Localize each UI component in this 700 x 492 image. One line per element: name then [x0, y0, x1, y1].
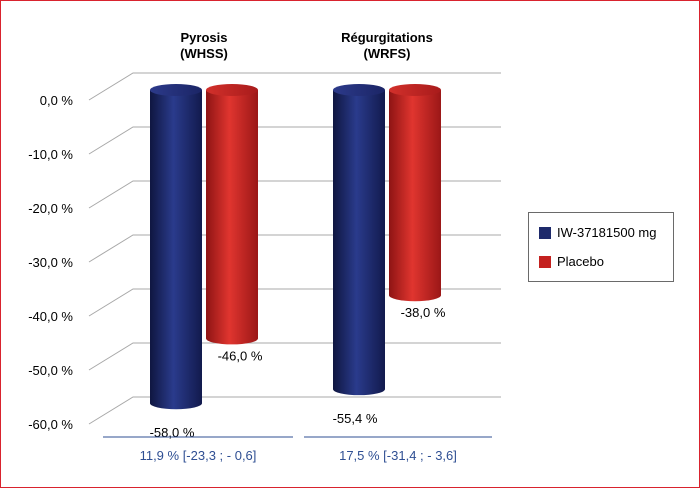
bar-value-label: -58,0 % [150, 425, 195, 440]
bar-value-label: -55,4 % [333, 411, 378, 426]
bar-top [150, 84, 202, 96]
legend-item-iw: IW-37181500 mg [539, 225, 657, 240]
bar-placebo [206, 84, 258, 345]
bar-iw [333, 84, 385, 396]
y-tick-label: 0,0 % [40, 93, 74, 108]
bar-top [206, 84, 258, 96]
legend-label-iw: IW-37181500 mg [557, 225, 657, 240]
bar-body [389, 90, 441, 302]
legend-swatch-placebo [539, 255, 551, 268]
bar-value-label: -38,0 % [401, 305, 446, 320]
category-subtitle: (WRFS) [364, 46, 411, 61]
gridline [88, 396, 501, 425]
category-title: Régurgitations [341, 30, 433, 45]
bar-value-label: -46,0 % [218, 348, 263, 363]
difference-label: 11,9 % [-23,3 ; - 0,6] [140, 448, 257, 463]
bar-top [333, 84, 385, 96]
legend-label-placebo: Placebo [557, 254, 604, 269]
legend-swatch-iw [539, 226, 551, 239]
category-title: Pyrosis [181, 30, 228, 45]
category-subtitle: (WHSS) [180, 46, 228, 61]
y-tick-label: -60,0 % [28, 417, 73, 432]
bar-body [206, 90, 258, 345]
y-tick-label: -20,0 % [28, 201, 73, 216]
bar-placebo [389, 84, 441, 302]
y-tick-label: -40,0 % [28, 309, 73, 324]
y-tick-label: -50,0 % [28, 363, 73, 378]
bar-body [333, 90, 385, 396]
difference-label: 17,5 % [-31,4 ; - 3,6] [339, 448, 457, 463]
y-tick-label: -30,0 % [28, 255, 73, 270]
legend-item-placebo: Placebo [539, 254, 604, 269]
bar-top [389, 84, 441, 96]
legend: IW-37181500 mg Placebo [528, 212, 674, 282]
gridline [88, 72, 501, 101]
bar-body [150, 90, 202, 410]
bar-iw [150, 84, 202, 410]
y-tick-label: -10,0 % [28, 147, 73, 162]
